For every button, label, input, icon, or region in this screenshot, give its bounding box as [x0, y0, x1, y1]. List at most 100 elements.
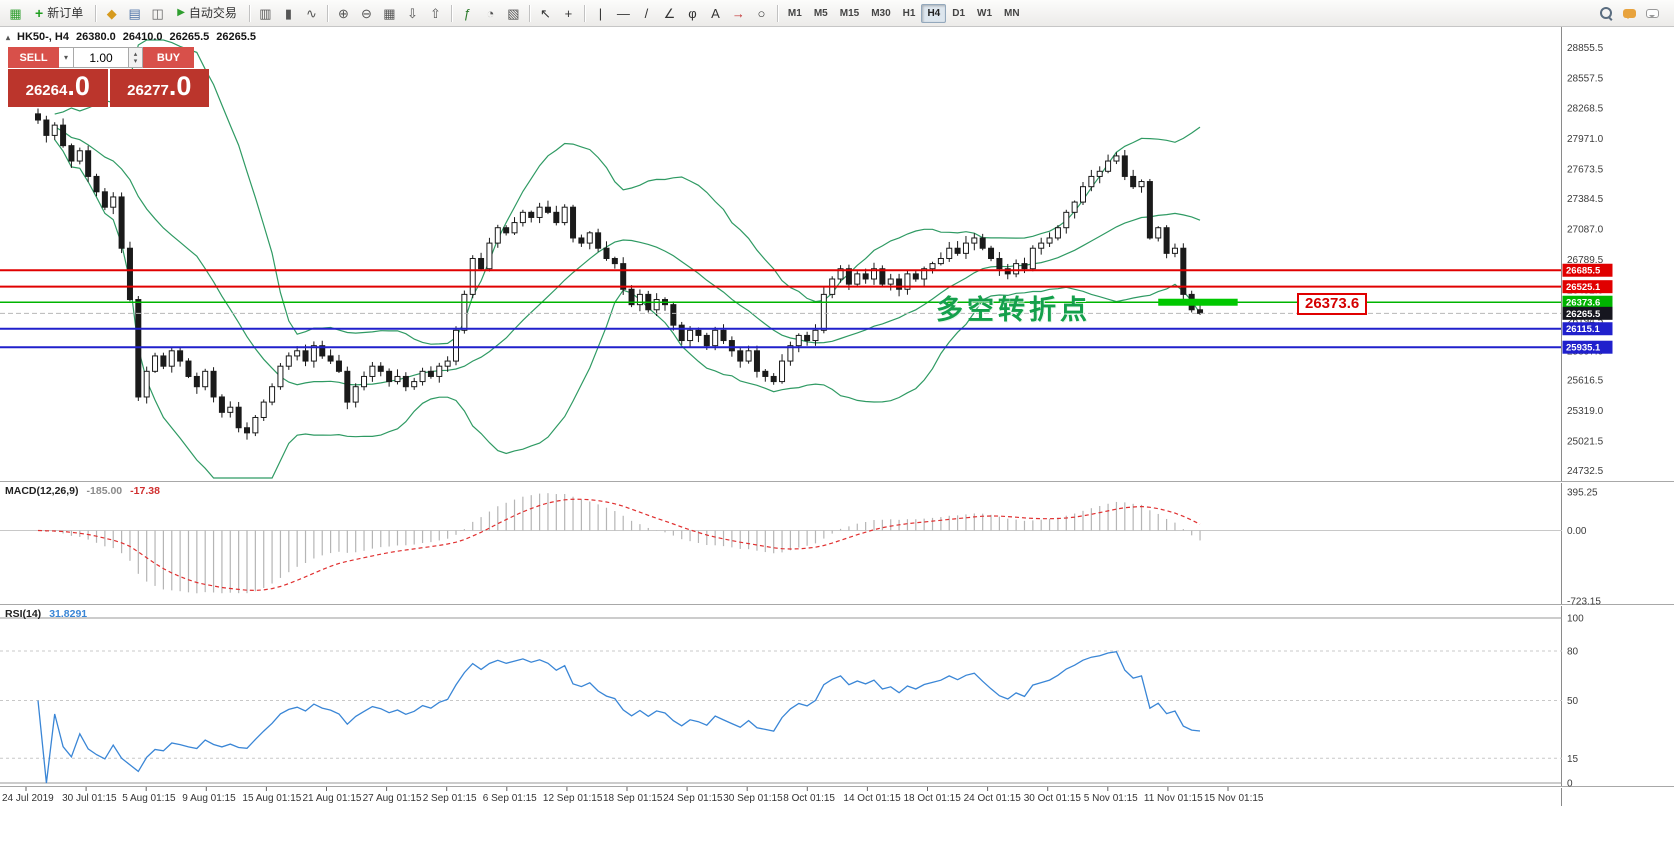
volume-input[interactable]: [74, 47, 129, 68]
timeframe-m30-button[interactable]: M30: [871, 7, 891, 19]
cursor-icon[interactable]: ↖: [539, 5, 551, 21]
periods-icon[interactable]: ◔: [486, 5, 495, 21]
toolbar-separator: [326, 4, 328, 22]
toolbar-right-icons: [1595, 3, 1664, 24]
date-label: 2 Sep 01:15: [423, 793, 477, 804]
community-chat-icon[interactable]: [1619, 3, 1640, 24]
trendline-icon[interactable]: /: [644, 5, 649, 21]
terminal-chart-glyph: ▦: [9, 5, 22, 21]
timeframe-m1-button[interactable]: M1: [787, 7, 802, 19]
price-tag: 26525.1: [1562, 280, 1613, 294]
candlestick-chart-icon[interactable]: ▮: [284, 5, 292, 21]
market-watch-icon[interactable]: ▤: [128, 5, 141, 21]
svg-text:26115.1: 26115.1: [1566, 324, 1601, 335]
macd-axis-label: -723.15: [1567, 597, 1601, 608]
horizontal-lines-layer[interactable]: [0, 269, 1562, 349]
new-order-button[interactable]: + 新订单: [28, 3, 90, 24]
toolbar-separator: [248, 4, 250, 22]
chat-icon[interactable]: [1642, 3, 1663, 24]
rsi-axis-label: 15: [1567, 754, 1579, 765]
sell-button[interactable]: SELL: [8, 47, 59, 68]
date-label: 6 Sep 01:15: [483, 793, 537, 804]
main-toolbar: ▦ + 新订单 ◆ ▤ ◫ ▶ 自动交易 ▥ ▮ ∿ ⊕ ⊖ ▦ ⇩ ⇧ ƒ ◔ ▧ ↖ + | — / ∠ φ A → ○…: [0, 0, 1674, 27]
buy-button[interactable]: BUY: [143, 47, 194, 68]
date-label: 30 Jul 01:15: [62, 793, 117, 804]
zoom-in-icon[interactable]: ⊕: [337, 5, 349, 21]
rsi-axis-label: 0: [1567, 779, 1573, 790]
sell-price-button[interactable]: 26264 .0: [8, 69, 108, 107]
channel-icon[interactable]: ∠: [663, 5, 676, 21]
timeframe-m5-button[interactable]: M5: [813, 7, 828, 19]
timeframe-h1-button[interactable]: H1: [902, 7, 916, 19]
spinner-down-icon[interactable]: ▾: [133, 57, 138, 65]
vertical-line-icon[interactable]: |: [598, 5, 603, 21]
bar-chart-icon[interactable]: ▥: [259, 5, 272, 21]
timeframe-h4-button[interactable]: H4: [921, 3, 947, 23]
data-window-icon[interactable]: ◫: [151, 5, 164, 21]
sell-price-main: 26264: [25, 82, 68, 99]
indicators-icon[interactable]: ƒ: [463, 5, 472, 21]
time-axis[interactable]: 24 Jul 2019 30 Jul 01:15 5 Aug 01:15 9 Aug …: [2, 787, 1264, 804]
macd-signal-value: -17.38: [130, 485, 160, 497]
gold-icon[interactable]: ◆: [106, 5, 117, 21]
macd-pane: 395.25 0.00 -723.15: [0, 488, 1601, 608]
toolbar-icon-groups: ▥ ▮ ∿ ⊕ ⊖ ▦ ⇩ ⇧ ƒ ◔ ▧ ↖ + | — / ∠ φ A → ○: [245, 0, 773, 26]
timeframe-d1-button[interactable]: D1: [952, 7, 966, 19]
arrange-down-icon[interactable]: ⇩: [406, 5, 418, 21]
chart-annotation-text: 多空转折点: [936, 295, 1091, 325]
search-icon[interactable]: [1596, 3, 1617, 24]
price-axis-label: 28268.5: [1567, 103, 1604, 114]
zoom-out-icon[interactable]: ⊖: [360, 5, 372, 21]
price-axis-label: 26194.5: [1567, 316, 1604, 327]
spinner-up-icon[interactable]: ▴: [133, 50, 138, 58]
fibonacci-icon[interactable]: φ: [688, 5, 697, 21]
new-order-icon: +: [35, 5, 44, 21]
text-icon[interactable]: A: [711, 5, 720, 21]
timeframe-w1-button[interactable]: W1: [977, 7, 993, 19]
arrows-icon[interactable]: →: [731, 5, 745, 21]
rsi-axis-label: 80: [1567, 647, 1579, 658]
price-callout-box: 26373.6: [1297, 293, 1368, 315]
macd-axis-label: 0.00: [1567, 526, 1587, 537]
timeframe-m15-button[interactable]: M15: [839, 7, 860, 19]
buy-price-button[interactable]: 26277 .0: [109, 69, 209, 107]
sell-price-frac: .0: [67, 71, 90, 101]
toolbar-account-icons: ◆ ▤ ◫: [100, 0, 169, 26]
date-label: 24 Jul 2019: [2, 793, 54, 804]
symbol-name: HK50-, H4: [17, 31, 69, 43]
date-label: 12 Sep 01:15: [543, 793, 603, 804]
volume-spinner[interactable]: ▴ ▾: [129, 47, 143, 68]
buy-price-frac: .0: [168, 71, 192, 101]
macd-indicator-label: MACD(12,26,9) -185.00 -17.38: [5, 485, 160, 497]
arrange-up-icon[interactable]: ⇧: [429, 5, 441, 21]
templates-icon[interactable]: ▧: [507, 5, 520, 21]
rsi-indicator-label: RSI(14) 31.8291: [5, 608, 87, 620]
ohlc-high: 26410.0: [122, 31, 163, 43]
volume-dropdown-icon[interactable]: ▾: [59, 47, 74, 68]
timeframe-mn-button[interactable]: MN: [1004, 7, 1020, 19]
date-label: 21 Aug 01:15: [303, 793, 362, 804]
svg-text:26373.6: 26373.6: [1566, 298, 1600, 309]
crosshair-icon[interactable]: +: [564, 5, 573, 21]
bollinger-bands-layer: [54, 39, 1201, 479]
macd-axis-label: 395.25: [1567, 488, 1598, 499]
highlight-segment[interactable]: [1158, 298, 1238, 306]
price-axis-label: 27673.5: [1567, 164, 1604, 175]
buy-price-main: 26277: [127, 82, 169, 99]
shapes-icon[interactable]: ○: [757, 5, 766, 21]
toolbar-separator: [583, 4, 585, 22]
symbol-info-bar: ▴ HK50-, H4 26380.0 26410.0 26265.5 2626…: [6, 31, 256, 43]
chart-collapse-icon[interactable]: ▴: [6, 32, 11, 42]
tile-windows-icon[interactable]: ▦: [383, 5, 396, 21]
date-label: 24 Oct 01:15: [964, 793, 1022, 804]
rsi-axis-label: 100: [1567, 614, 1584, 625]
svg-text:26685.5: 26685.5: [1566, 266, 1601, 277]
toolbar-separator: [95, 4, 97, 22]
line-chart-icon[interactable]: ∿: [305, 5, 317, 21]
price-axis-label: 25319.0: [1567, 406, 1604, 417]
autotrading-button[interactable]: ▶ 自动交易: [170, 3, 244, 24]
date-label: 5 Nov 01:15: [1084, 793, 1138, 804]
price-axis[interactable]: 28855.5 28557.5 28268.5 27971.0 27673.5 27384…: [1561, 27, 1613, 806]
horizontal-line-icon[interactable]: —: [616, 5, 630, 21]
